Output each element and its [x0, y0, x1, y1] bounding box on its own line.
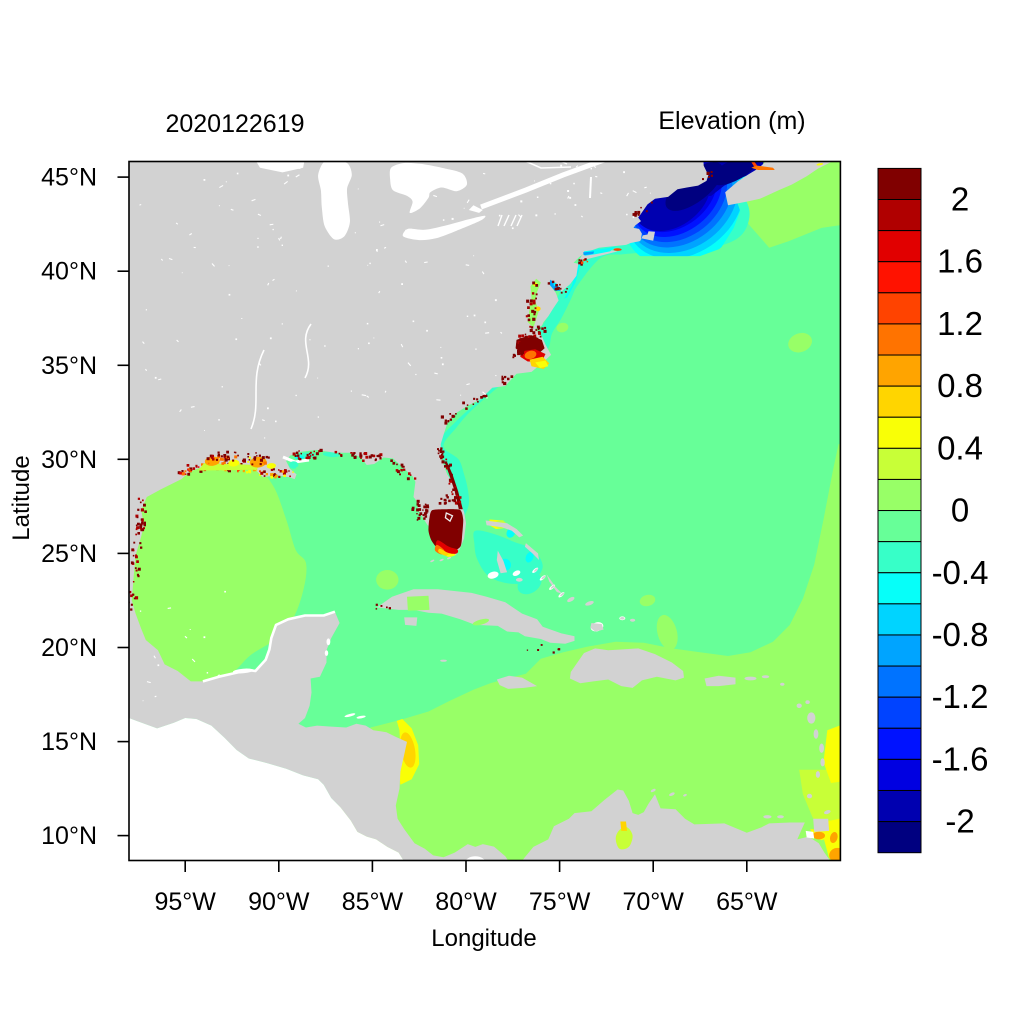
- svg-text:-0.4: -0.4: [932, 554, 989, 591]
- svg-text:75°W: 75°W: [529, 888, 591, 916]
- svg-text:40°N: 40°N: [41, 258, 97, 286]
- svg-text:0: 0: [951, 492, 969, 529]
- svg-text:1.6: 1.6: [937, 243, 983, 280]
- svg-text:20°N: 20°N: [41, 634, 97, 662]
- svg-text:35°N: 35°N: [41, 352, 97, 380]
- svg-text:90°W: 90°W: [248, 888, 310, 916]
- svg-text:25°N: 25°N: [41, 540, 97, 568]
- svg-text:85°W: 85°W: [342, 888, 404, 916]
- svg-text:0.4: 0.4: [937, 429, 983, 466]
- svg-text:Elevation (m): Elevation (m): [658, 107, 805, 135]
- svg-text:1.2: 1.2: [937, 305, 983, 342]
- svg-text:-1.2: -1.2: [932, 678, 989, 715]
- svg-text:Longitude: Longitude: [431, 925, 536, 952]
- svg-text:-2: -2: [945, 803, 974, 840]
- svg-text:10°N: 10°N: [41, 822, 97, 850]
- svg-text:65°W: 65°W: [716, 888, 778, 916]
- svg-text:2: 2: [951, 181, 969, 218]
- svg-text:15°N: 15°N: [41, 728, 97, 756]
- svg-text:70°W: 70°W: [622, 888, 684, 916]
- svg-text:2020122619: 2020122619: [165, 110, 304, 138]
- svg-text:95°W: 95°W: [154, 888, 216, 916]
- svg-text:30°N: 30°N: [41, 446, 97, 474]
- svg-text:-1.6: -1.6: [932, 740, 989, 777]
- svg-text:80°W: 80°W: [435, 888, 497, 916]
- svg-text:0.8: 0.8: [937, 367, 983, 404]
- svg-text:45°N: 45°N: [41, 164, 97, 192]
- svg-text:Latitude: Latitude: [8, 455, 35, 540]
- svg-text:-0.8: -0.8: [932, 616, 989, 653]
